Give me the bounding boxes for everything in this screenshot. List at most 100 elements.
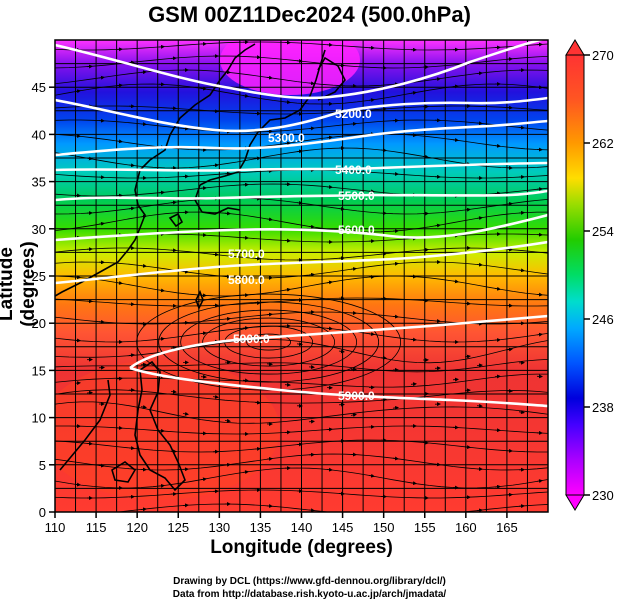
streamline-arrow <box>212 394 219 399</box>
contour-label: 5200.0 <box>335 107 372 121</box>
y-tick-label: 25 <box>32 269 46 284</box>
streamline-arrow <box>326 135 333 140</box>
streamline-arrow <box>98 75 105 80</box>
streamline-arrow <box>368 332 375 336</box>
streamline-arrow <box>254 400 261 405</box>
streamline-arrow <box>410 90 417 95</box>
streamline-arrow <box>224 316 231 321</box>
gyre-streamline <box>202 317 336 367</box>
x-tick-label: 140 <box>291 520 313 535</box>
gyre-streamline <box>246 333 292 351</box>
streamline-arrow <box>128 353 135 358</box>
streamline-arrow <box>266 217 273 222</box>
x-tick-label: 160 <box>455 520 477 535</box>
x-tick-label: 155 <box>414 520 436 535</box>
streamline-arrow <box>242 470 249 475</box>
colorbar-min-arrow <box>565 494 585 511</box>
streamline-arrow <box>392 456 399 461</box>
y-tick-label: 45 <box>32 80 46 95</box>
streamline-arrow <box>170 200 177 205</box>
streamline-arrow <box>224 418 231 423</box>
height-contours <box>55 40 548 408</box>
y-tick-label: 15 <box>32 363 46 378</box>
streamline-arrow <box>494 143 501 148</box>
x-tick-label: 145 <box>332 520 354 535</box>
streamline-arrow <box>98 221 105 226</box>
colorbar-tick-label: 262 <box>592 136 614 151</box>
x-axis-label: Longitude (degrees) <box>210 537 393 558</box>
x-tick-label: 125 <box>167 520 189 535</box>
streamline-arrow <box>392 405 399 410</box>
contour-label: 5500.0 <box>338 189 375 203</box>
streamline-arrow <box>182 269 189 274</box>
streamline <box>55 275 548 297</box>
streamline <box>55 358 548 373</box>
streamline <box>55 325 548 343</box>
streamline-arrow <box>350 267 357 271</box>
streamline-arrow <box>266 456 273 461</box>
streamline-arrow <box>536 479 543 484</box>
streamline-arrow <box>182 411 189 416</box>
lat-lon-grid <box>55 40 548 512</box>
y-axis-label: Latitude (degrees) <box>0 241 39 327</box>
streamline-arrow <box>98 463 105 468</box>
colorbar-tick-label: 254 <box>592 224 614 239</box>
colorbar-max-arrow <box>565 39 585 56</box>
streamline-arrow <box>476 216 483 221</box>
streamline <box>55 339 548 364</box>
streamline-arrow <box>284 287 291 292</box>
streamline-arrow <box>296 149 303 154</box>
streamline <box>55 389 548 404</box>
x-tick-label: 130 <box>208 520 230 535</box>
y-tick-label: 35 <box>32 175 46 190</box>
colorbar-tick-label: 238 <box>592 400 614 415</box>
streamline-arrow <box>212 163 219 168</box>
streamline-arrow <box>452 279 459 284</box>
contour-label: 5300.0 <box>268 131 305 145</box>
streamline-arrow <box>494 286 501 291</box>
streamline-arrow <box>434 223 441 228</box>
streamline <box>55 133 548 151</box>
streamline-arrow <box>128 206 135 211</box>
streamline-arrow <box>128 163 135 168</box>
x-axis-ticks: 110 115 120 125 130 135 140 145 150 155 160 165 <box>45 512 518 535</box>
x-tick-label: 110 <box>45 520 66 535</box>
colorbar-bar <box>565 54 585 496</box>
streamline <box>55 453 548 471</box>
streamline <box>55 373 548 388</box>
streamline-arrow <box>296 342 303 347</box>
x-tick-label: 150 <box>373 520 395 535</box>
streamline-arrow <box>266 75 273 80</box>
streamline-arrow <box>518 268 525 273</box>
streamline-arrow <box>296 58 303 63</box>
streamline-arrow <box>326 280 333 285</box>
colorbar-tick-label: 270 <box>592 48 614 63</box>
streamline-arrow <box>536 332 543 337</box>
streamline-arrow <box>380 397 387 402</box>
streamline-arrow <box>284 141 291 146</box>
streamline-arrow <box>200 331 207 336</box>
contour-label: 5900.0 <box>338 389 375 403</box>
streamline <box>55 119 548 133</box>
streamline-arrow <box>368 98 375 103</box>
contour-label: 5700.0 <box>228 247 265 261</box>
streamline-arrow <box>434 77 441 82</box>
colorbar-tick-label: 230 <box>592 488 614 503</box>
credit-drawing: Drawing by DCL (https://www.gfd-dennou.o… <box>173 576 446 587</box>
streamline-arrow <box>170 345 177 350</box>
wind-streamlines <box>55 40 548 512</box>
contour-label: 5400.0 <box>335 163 372 177</box>
streamline-arrow <box>518 410 525 415</box>
streamline-arrow <box>308 272 315 277</box>
streamline-arrow <box>308 224 315 229</box>
credit-data-source: Data from http://database.rish.kyoto-u.a… <box>172 589 447 600</box>
streamline <box>55 211 548 233</box>
y-tick-label: 30 <box>32 222 46 237</box>
streamline-arrow <box>284 100 291 105</box>
streamline-arrow <box>158 483 165 488</box>
y-tick-label: 20 <box>32 316 46 331</box>
cold-core-patch <box>220 40 360 95</box>
streamline-arrow <box>158 288 165 293</box>
streamline <box>55 425 548 435</box>
